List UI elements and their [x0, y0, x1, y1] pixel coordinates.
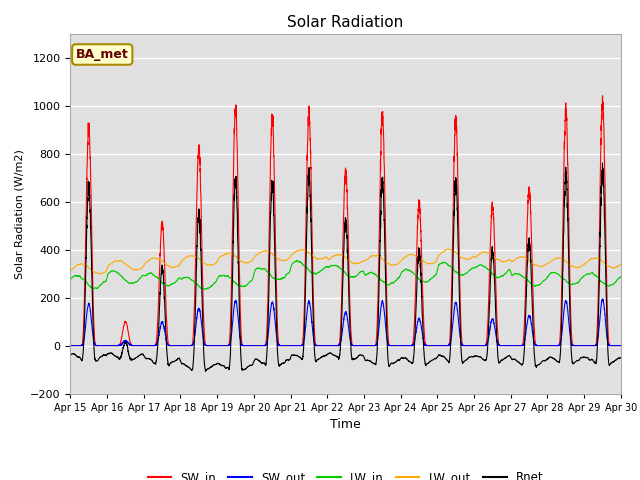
Line: LW_out: LW_out: [70, 249, 621, 274]
SW_in: [325, 343, 333, 348]
LW_in: [202, 287, 209, 292]
Title: Solar Radiation: Solar Radiation: [287, 15, 404, 30]
SW_in: [166, 343, 173, 348]
LW_out: [96, 271, 104, 276]
Y-axis label: Solar Radiation (W/m2): Solar Radiation (W/m2): [15, 149, 24, 278]
SW_out: [599, 296, 607, 302]
SW_out: [469, 343, 477, 348]
Rnet: [500, 356, 508, 361]
Rnet: [599, 160, 607, 166]
LW_in: [469, 265, 477, 271]
LW_in: [617, 274, 625, 280]
LW_out: [469, 254, 477, 260]
LW_out: [166, 264, 173, 269]
LW_in: [67, 276, 74, 282]
SW_out: [67, 343, 74, 348]
X-axis label: Time: Time: [330, 418, 361, 431]
SW_in: [616, 343, 624, 348]
Line: Rnet: Rnet: [70, 163, 621, 371]
Line: SW_in: SW_in: [70, 96, 621, 346]
LW_out: [616, 262, 624, 268]
SW_out: [617, 343, 625, 348]
SW_in: [500, 343, 508, 348]
SW_in: [67, 343, 74, 348]
Rnet: [469, 354, 477, 360]
SW_out: [500, 343, 508, 348]
LW_in: [293, 258, 301, 264]
Legend: SW_in, SW_out, LW_in, LW_out, Rnet: SW_in, SW_out, LW_in, LW_out, Rnet: [143, 466, 548, 480]
Line: SW_out: SW_out: [70, 299, 621, 346]
SW_in: [617, 343, 625, 348]
Rnet: [67, 352, 74, 358]
LW_in: [616, 274, 624, 280]
Rnet: [202, 368, 209, 374]
LW_in: [325, 264, 333, 270]
SW_in: [438, 343, 446, 348]
LW_out: [617, 262, 625, 267]
LW_out: [438, 249, 446, 255]
SW_out: [438, 343, 446, 348]
SW_out: [166, 343, 173, 348]
LW_out: [500, 258, 508, 264]
SW_out: [325, 343, 333, 348]
Rnet: [166, 362, 173, 368]
Rnet: [438, 354, 446, 360]
LW_in: [500, 271, 508, 277]
LW_in: [166, 283, 173, 288]
SW_in: [469, 343, 477, 348]
LW_in: [439, 260, 447, 265]
LW_out: [445, 246, 452, 252]
Line: LW_in: LW_in: [70, 261, 621, 289]
SW_out: [616, 343, 624, 348]
LW_out: [325, 257, 333, 263]
Rnet: [616, 355, 624, 361]
LW_out: [67, 267, 74, 273]
Rnet: [325, 350, 333, 356]
Text: BA_met: BA_met: [76, 48, 129, 61]
Rnet: [617, 355, 625, 360]
SW_in: [598, 93, 606, 99]
